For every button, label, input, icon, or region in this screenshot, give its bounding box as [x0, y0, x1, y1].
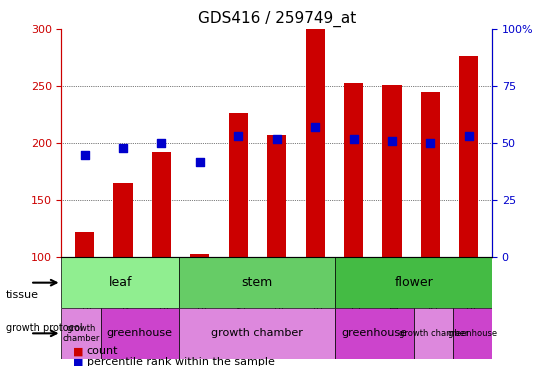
Text: stem: stem	[241, 276, 273, 289]
Point	[387, 138, 396, 144]
FancyBboxPatch shape	[414, 308, 453, 359]
Bar	[344, 83, 363, 257]
Text: ■: ■	[73, 346, 83, 356]
Bar	[152, 152, 171, 257]
Bar	[459, 56, 479, 257]
Text: greenhouse: greenhouse	[447, 329, 498, 338]
Text: growth chamber: growth chamber	[211, 328, 303, 338]
Text: greenhouse: greenhouse	[107, 328, 173, 338]
Text: growth protocol: growth protocol	[6, 322, 82, 333]
Point	[311, 124, 320, 130]
Bar	[113, 183, 132, 257]
Point	[426, 141, 435, 146]
Bar	[382, 85, 401, 257]
Bar	[229, 112, 248, 257]
Bar	[421, 92, 440, 257]
Point	[349, 136, 358, 142]
Point	[119, 145, 127, 151]
FancyBboxPatch shape	[179, 308, 335, 359]
Text: percentile rank within the sample: percentile rank within the sample	[87, 357, 274, 366]
Bar	[267, 135, 286, 257]
FancyBboxPatch shape	[335, 308, 414, 359]
Text: GDS416 / 259749_at: GDS416 / 259749_at	[197, 11, 356, 27]
Text: flower: flower	[394, 276, 433, 289]
Text: leaf: leaf	[108, 276, 132, 289]
Text: growth
chamber: growth chamber	[63, 324, 100, 343]
FancyBboxPatch shape	[335, 257, 492, 308]
FancyBboxPatch shape	[179, 257, 335, 308]
Text: greenhouse: greenhouse	[342, 328, 408, 338]
Text: count: count	[87, 346, 118, 356]
Text: growth chamber: growth chamber	[399, 329, 468, 338]
Point	[157, 141, 166, 146]
FancyBboxPatch shape	[61, 257, 179, 308]
Bar	[190, 254, 210, 257]
FancyBboxPatch shape	[101, 308, 179, 359]
Point	[80, 152, 89, 158]
Point	[272, 136, 281, 142]
Text: tissue: tissue	[6, 290, 39, 300]
Point	[465, 134, 473, 139]
Text: ■: ■	[73, 357, 83, 366]
FancyBboxPatch shape	[61, 308, 101, 359]
Bar	[306, 29, 325, 257]
FancyBboxPatch shape	[453, 308, 492, 359]
Point	[234, 134, 243, 139]
Bar	[75, 232, 94, 257]
Point	[195, 158, 204, 164]
